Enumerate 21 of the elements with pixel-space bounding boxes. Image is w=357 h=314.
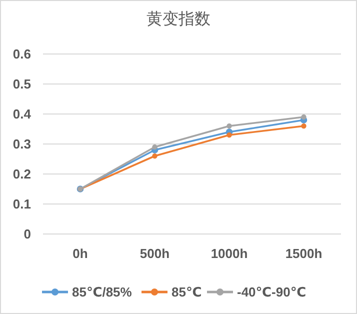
legend-label: 85℃ <box>172 284 202 300</box>
point <box>152 144 158 150</box>
legend-label: -40℃-90℃ <box>237 284 306 300</box>
y-tick-label: 0.1 <box>12 196 31 212</box>
legend-label: 85℃/85% <box>72 284 132 300</box>
y-tick-label: 0.4 <box>12 106 32 122</box>
chart-title: 黄变指数 <box>146 10 210 28</box>
x-tick-label: 0h <box>72 246 88 261</box>
x-tick-label: 500h <box>140 246 170 261</box>
point <box>152 153 158 159</box>
x-tick-label: 1500h <box>285 246 322 261</box>
point <box>226 132 232 138</box>
y-tick-label: 0.6 <box>12 46 31 62</box>
y-tick-label: 0.5 <box>12 76 31 92</box>
x-tick-label: 1000h <box>210 246 248 261</box>
point <box>226 123 232 129</box>
y-tick-label: 0.3 <box>12 136 31 152</box>
point <box>301 123 306 129</box>
y-tick-label: 0.2 <box>12 166 31 182</box>
point <box>301 114 306 120</box>
y-tick-label: 0 <box>24 226 31 242</box>
